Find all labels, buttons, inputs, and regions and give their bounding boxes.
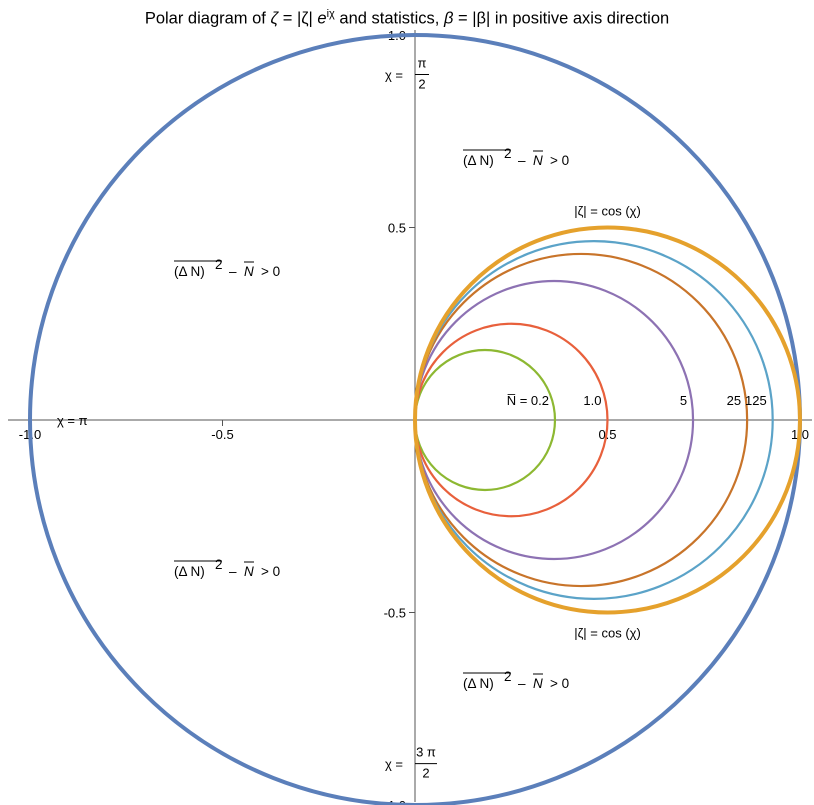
series-curve xyxy=(413,225,802,615)
region-label-n: N xyxy=(533,153,543,168)
x-tick-label: -0.5 xyxy=(211,427,233,442)
region-label-n: N xyxy=(533,676,543,691)
curves xyxy=(28,33,802,805)
region-label-exponent: 2 xyxy=(504,669,512,684)
region-label-gt: > 0 xyxy=(261,564,280,579)
series-label: N̅ = 0.2 xyxy=(507,393,549,408)
y-tick-label: -0.5 xyxy=(384,606,406,621)
region-label-minus: – xyxy=(518,153,526,168)
chi-pi-label: χ = π xyxy=(57,413,88,428)
region-label-minus: – xyxy=(229,264,237,279)
region-label-minus: – xyxy=(518,676,526,691)
region-label-dn: (Δ N) xyxy=(463,153,494,168)
chi-3pi-half-den: 2 xyxy=(422,766,429,781)
region-label: (Δ N) 2– N > 0 xyxy=(463,146,569,168)
series-label: 1.0 xyxy=(583,393,601,408)
series-label: 125 xyxy=(745,393,767,408)
region-label-dn: (Δ N) xyxy=(463,676,494,691)
region-label: (Δ N) 2– N > 0 xyxy=(463,669,569,691)
region-label-minus: – xyxy=(229,564,237,579)
region-label-n: N xyxy=(244,264,254,279)
region-label-exponent: 2 xyxy=(215,257,223,272)
cos-label-bottom: |ζ| = cos (χ) xyxy=(574,626,641,641)
chi-pi-half-num: π xyxy=(418,56,427,71)
region-label-exponent: 2 xyxy=(215,557,223,572)
series-label: 25 xyxy=(727,393,741,408)
region-label: (Δ N) 2– N > 0 xyxy=(174,557,280,579)
chart-title: Polar diagram of ζ = |ζ| eiχ and statist… xyxy=(144,8,670,28)
y-tick-label: 0.5 xyxy=(388,221,406,236)
region-label-gt: > 0 xyxy=(550,153,569,168)
region-label-dn: (Δ N) xyxy=(174,264,205,279)
cos-label-top: |ζ| = cos (χ) xyxy=(574,204,641,219)
region-label-exponent: 2 xyxy=(504,146,512,161)
chi-pi-half-lhs: χ = xyxy=(385,68,403,83)
region-label-gt: > 0 xyxy=(550,676,569,691)
chi-3pi-half-lhs: χ = xyxy=(385,757,403,772)
chi-pi-half-den: 2 xyxy=(418,77,425,92)
region-label-n: N xyxy=(244,564,254,579)
series-label: 5 xyxy=(680,393,687,408)
region-label: (Δ N) 2– N > 0 xyxy=(174,257,280,279)
labels: N̅ = 0.2 1.0 5 25 125 |ζ| = cos (χ) |ζ| = cos … xyxy=(57,56,767,781)
region-label-gt: > 0 xyxy=(261,264,280,279)
y-tick-label: -1.0 xyxy=(384,798,406,805)
region-label-dn: (Δ N) xyxy=(174,564,205,579)
chi-3pi-half-num: 3 π xyxy=(416,745,436,760)
